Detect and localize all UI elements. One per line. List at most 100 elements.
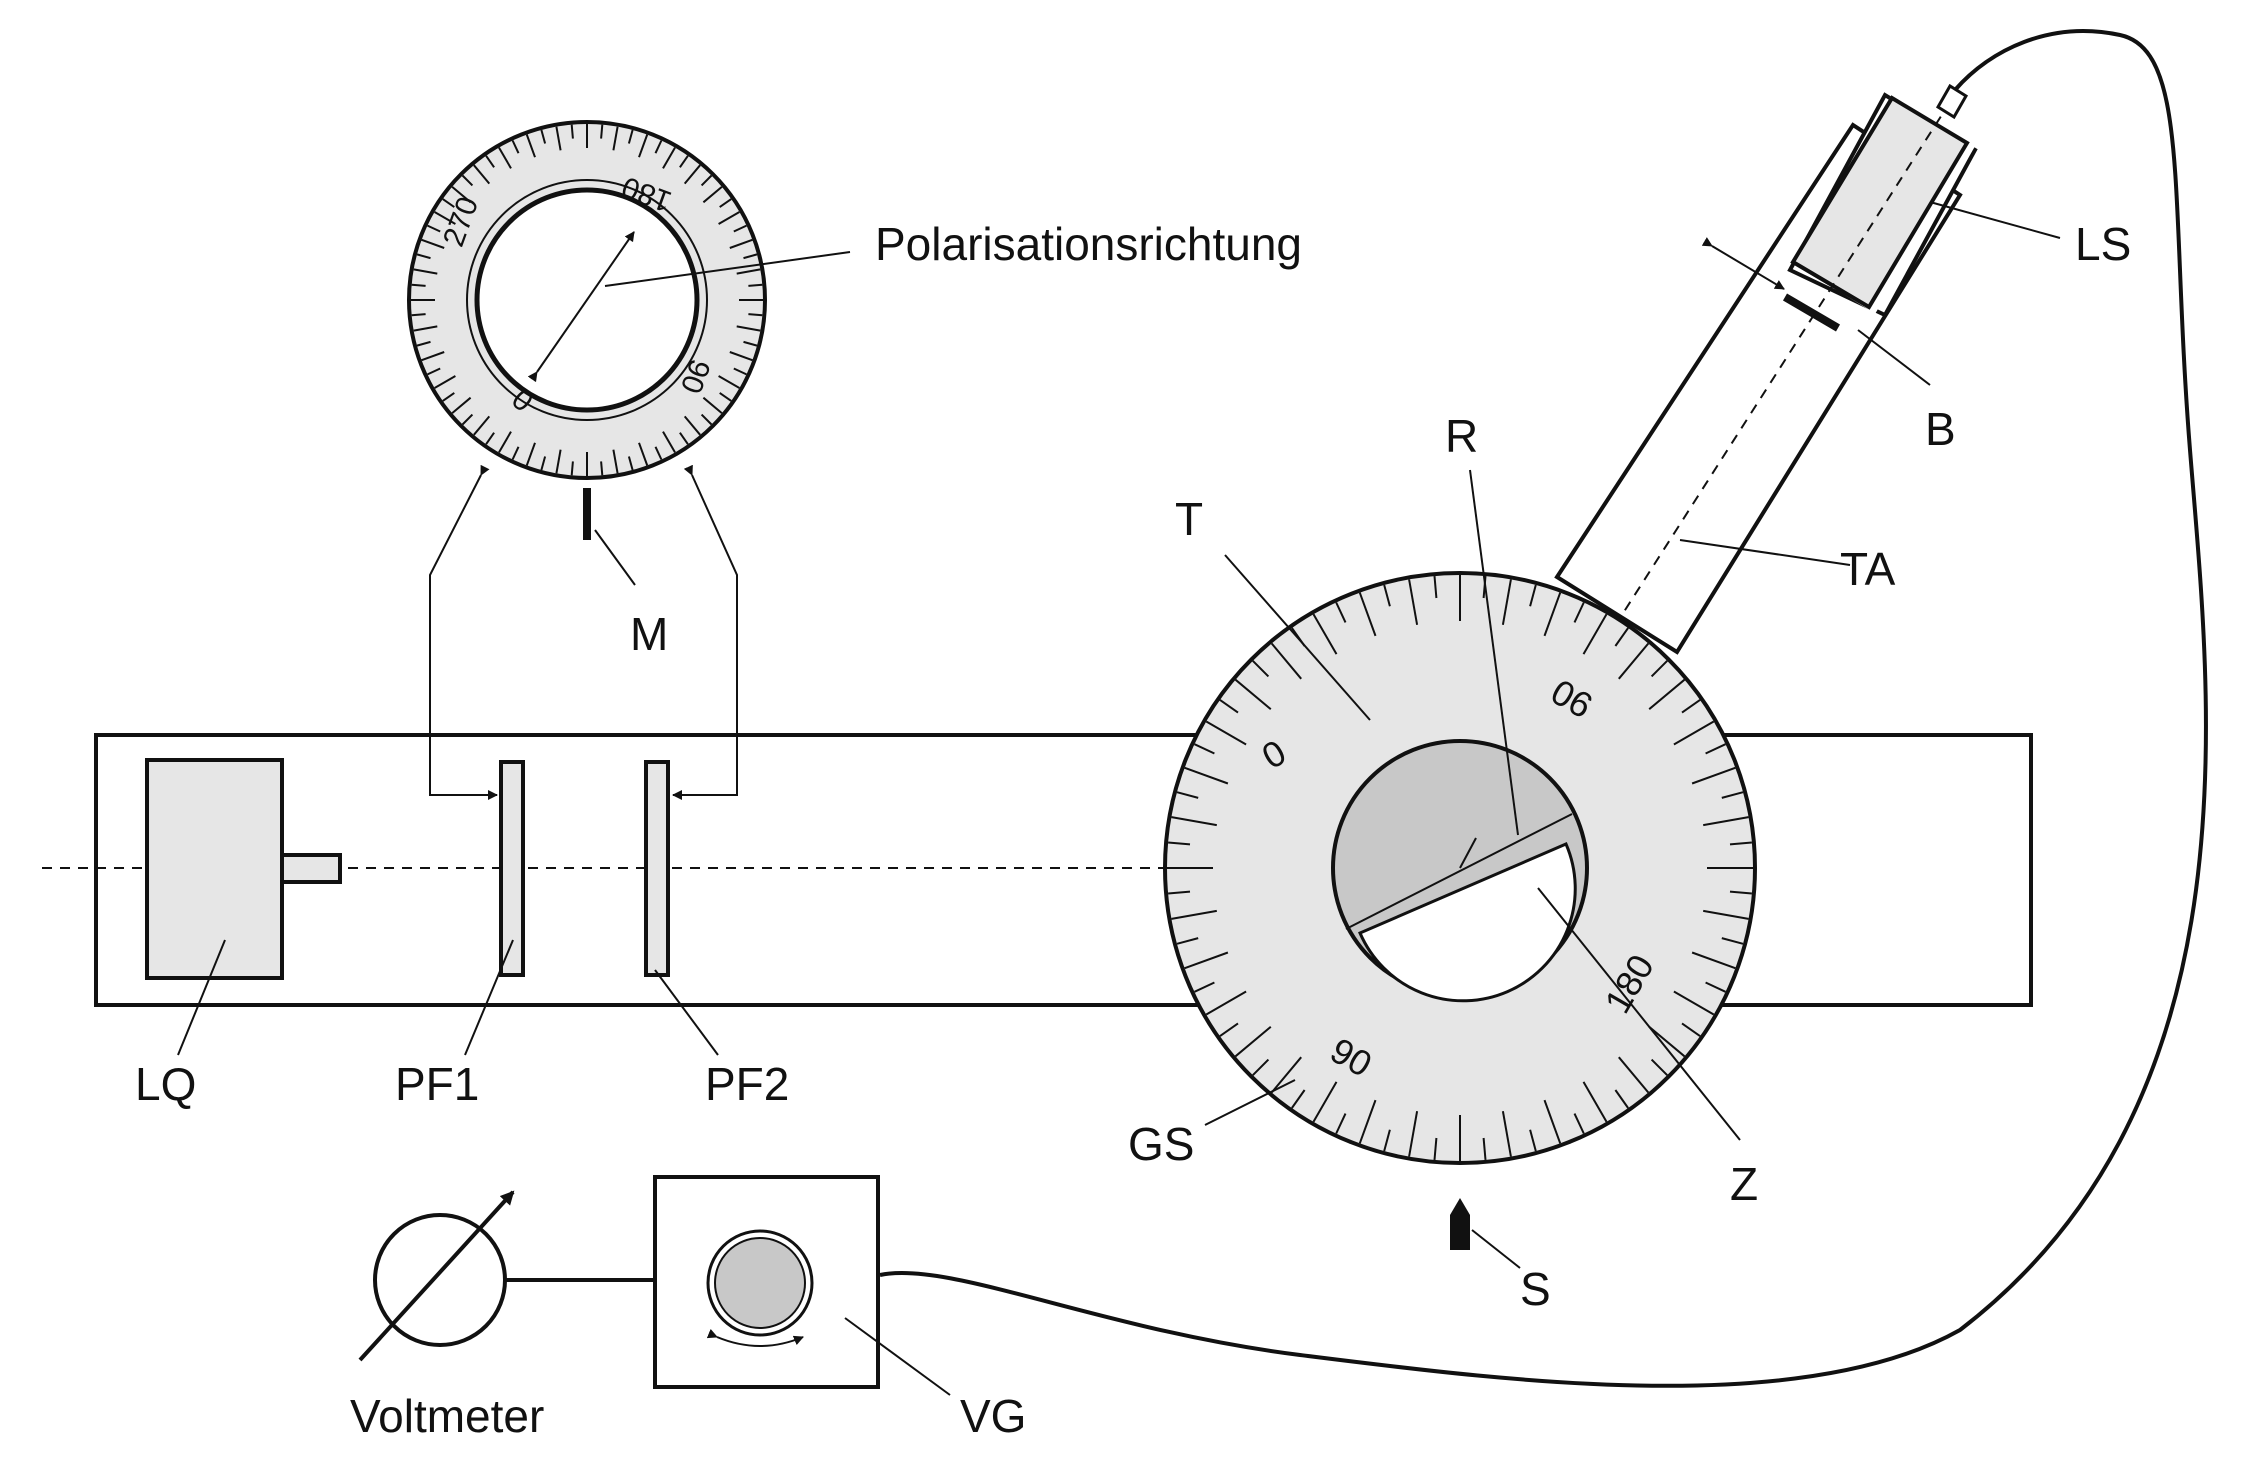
polariser-tick xyxy=(662,431,676,453)
polariser-tick xyxy=(679,432,689,445)
goniometer-tick xyxy=(1184,766,1229,785)
goniometer-tick xyxy=(1408,579,1419,625)
polariser-tick xyxy=(427,224,441,233)
polariser-tick xyxy=(442,198,455,208)
label-z: Z xyxy=(1730,1158,1758,1210)
goniometer-tick xyxy=(1703,816,1749,827)
goniometer-tick xyxy=(1168,890,1191,895)
polariser-tick xyxy=(627,456,634,471)
goniometer: 0 90 180 90 xyxy=(1163,571,1757,1165)
light-sensor xyxy=(1787,83,1978,318)
label-polarisation: Polarisationsrichtung xyxy=(875,218,1302,270)
goniometer-tick xyxy=(1529,584,1537,607)
polariser-tick xyxy=(662,147,676,169)
goniometer-tick xyxy=(1618,642,1650,680)
goniometer-tick xyxy=(1252,660,1270,678)
cut-line xyxy=(1345,813,1573,930)
goniometer-tick xyxy=(1582,1081,1608,1123)
polariser-tick xyxy=(498,147,512,169)
polariser-tick xyxy=(733,224,747,233)
aperture xyxy=(1782,293,1841,332)
goniometer-tick xyxy=(1205,990,1247,1016)
polariser-tick xyxy=(600,124,604,139)
polariser-tick xyxy=(612,126,619,151)
goniometer-tick xyxy=(1673,990,1715,1016)
label-t: T xyxy=(1175,493,1203,545)
goniometer-tick xyxy=(1219,1022,1239,1037)
goniometer-tick xyxy=(1648,1026,1686,1058)
goniometer-tick xyxy=(1171,909,1217,920)
goniometer-tick xyxy=(1705,981,1726,993)
polariser-tick xyxy=(434,211,456,225)
goniometer-tick xyxy=(1184,951,1229,970)
polariser-tick xyxy=(700,174,713,187)
polariser-tick xyxy=(451,396,472,414)
polariser-tick xyxy=(743,253,758,260)
goniometer-tick xyxy=(1614,627,1629,647)
goniometer-tick xyxy=(1673,720,1715,746)
polariser-tick xyxy=(654,140,663,154)
polariser-tick xyxy=(525,134,536,158)
label-ls: LS xyxy=(2075,218,2131,270)
polariser-tick xyxy=(411,283,426,287)
label-m: M xyxy=(630,608,668,660)
label-s: S xyxy=(1520,1263,1551,1315)
pf2-link-arrow xyxy=(672,464,738,800)
polarisation-direction-arrow xyxy=(527,231,635,383)
goniometer-tick xyxy=(1234,1026,1272,1058)
label-r: R xyxy=(1445,410,1478,462)
polarisation-filter-1 xyxy=(499,760,525,977)
polariser-tick xyxy=(411,313,426,317)
goniometer-tick xyxy=(1335,602,1347,623)
polariser-tick xyxy=(416,340,431,347)
goniometer-tick xyxy=(1383,584,1391,607)
goniometer-tick xyxy=(1573,602,1585,623)
polariser-tick xyxy=(627,129,634,144)
label-lq: LQ xyxy=(135,1058,196,1110)
goniometer-tick xyxy=(1482,1137,1487,1160)
polariser-tick xyxy=(654,446,663,460)
polariser-tick xyxy=(638,134,649,158)
goniometer-tick xyxy=(1681,1022,1701,1037)
polariser-tick xyxy=(748,313,763,317)
goniometer-tick xyxy=(1614,1089,1629,1109)
goniometer-tick xyxy=(1171,816,1217,827)
polariser-dial: 0 90 180 270 xyxy=(407,120,767,480)
goniometer-tick xyxy=(1729,890,1752,895)
polariser-tick xyxy=(434,375,456,389)
goniometer-tick xyxy=(1543,1099,1562,1144)
amplifier xyxy=(653,1175,880,1389)
sensor-cable xyxy=(879,29,2208,1388)
goniometer-tick xyxy=(1650,1058,1668,1076)
polariser-tick xyxy=(473,415,491,436)
polariser-tick xyxy=(461,413,474,426)
polariser-tick xyxy=(570,124,574,139)
goniometer-tick xyxy=(1270,1056,1302,1094)
polariser-tick xyxy=(743,340,758,347)
goniometer-tick xyxy=(1205,720,1247,746)
polariser-tick xyxy=(413,325,438,332)
goniometer-tick xyxy=(1168,841,1191,846)
goniometer-tick xyxy=(1529,1129,1537,1152)
goniometer-tick xyxy=(1618,1056,1650,1094)
polariser-tick xyxy=(498,431,512,453)
polariser-tick xyxy=(427,367,441,376)
goniometer-tick xyxy=(1721,791,1744,799)
leader-lines xyxy=(177,201,2061,1396)
polariser-tick xyxy=(612,449,619,474)
goniometer-tick xyxy=(1691,951,1736,970)
goniometer-tick xyxy=(1408,1111,1419,1157)
polariser-tick xyxy=(413,268,438,275)
goniometer-tick xyxy=(1648,678,1686,710)
polariser-tick xyxy=(683,415,701,436)
goniometer-tick xyxy=(1335,1113,1347,1134)
polariser-tick xyxy=(700,413,713,426)
goniometer-tick xyxy=(1219,699,1239,714)
goniometer-window xyxy=(1358,842,1577,1003)
goniometer-tick xyxy=(1312,1081,1338,1123)
polariser-tick xyxy=(421,238,445,249)
polariser-tick xyxy=(600,461,604,476)
sensor-shift-arrow xyxy=(1701,237,1785,290)
polarisation-filter-2 xyxy=(644,760,670,977)
